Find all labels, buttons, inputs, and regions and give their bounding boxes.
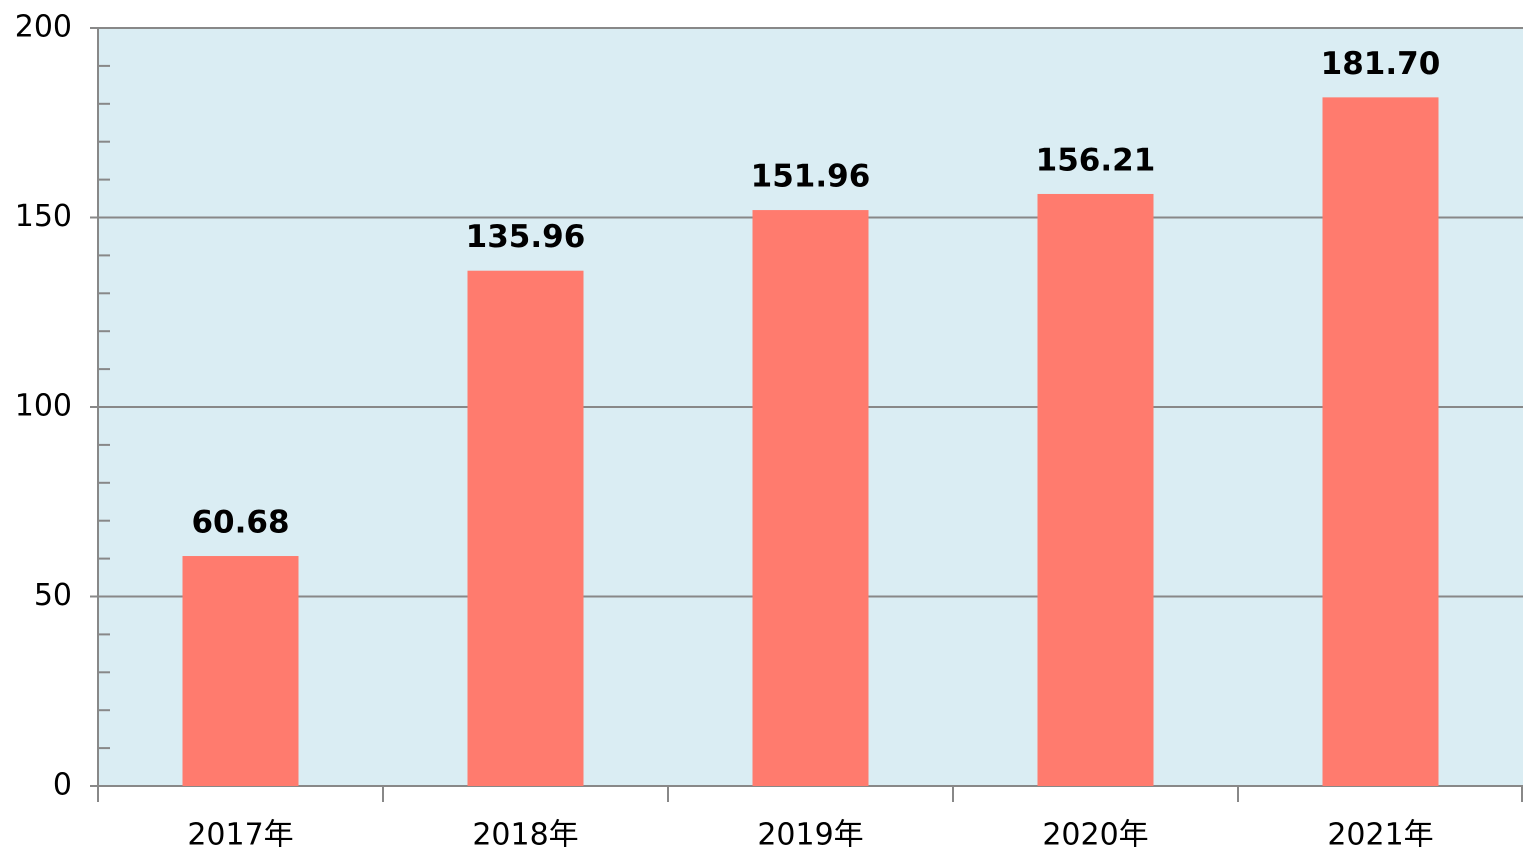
bar <box>182 556 299 786</box>
value-label: 135.96 <box>466 219 586 255</box>
bar <box>467 270 584 786</box>
x-tick-label: 2020年 <box>1042 818 1148 853</box>
value-label: 60.68 <box>191 505 289 541</box>
bar <box>752 210 869 786</box>
value-label: 156.21 <box>1036 142 1156 178</box>
x-tick-label: 2018年 <box>472 818 578 853</box>
x-tick-label: 2019年 <box>757 818 863 853</box>
x-tick-label: 2021年 <box>1327 818 1433 853</box>
bar <box>1322 97 1439 787</box>
value-label: 181.70 <box>1321 46 1441 82</box>
bar <box>1037 193 1154 786</box>
x-tick-label: 2017年 <box>187 818 293 853</box>
y-tick-label: 200 <box>15 10 72 45</box>
y-tick-label: 50 <box>34 578 72 613</box>
y-tick-label: 100 <box>15 389 72 424</box>
y-tick-label: 0 <box>53 768 72 803</box>
value-label: 151.96 <box>751 159 871 195</box>
y-tick-label: 150 <box>15 199 72 234</box>
